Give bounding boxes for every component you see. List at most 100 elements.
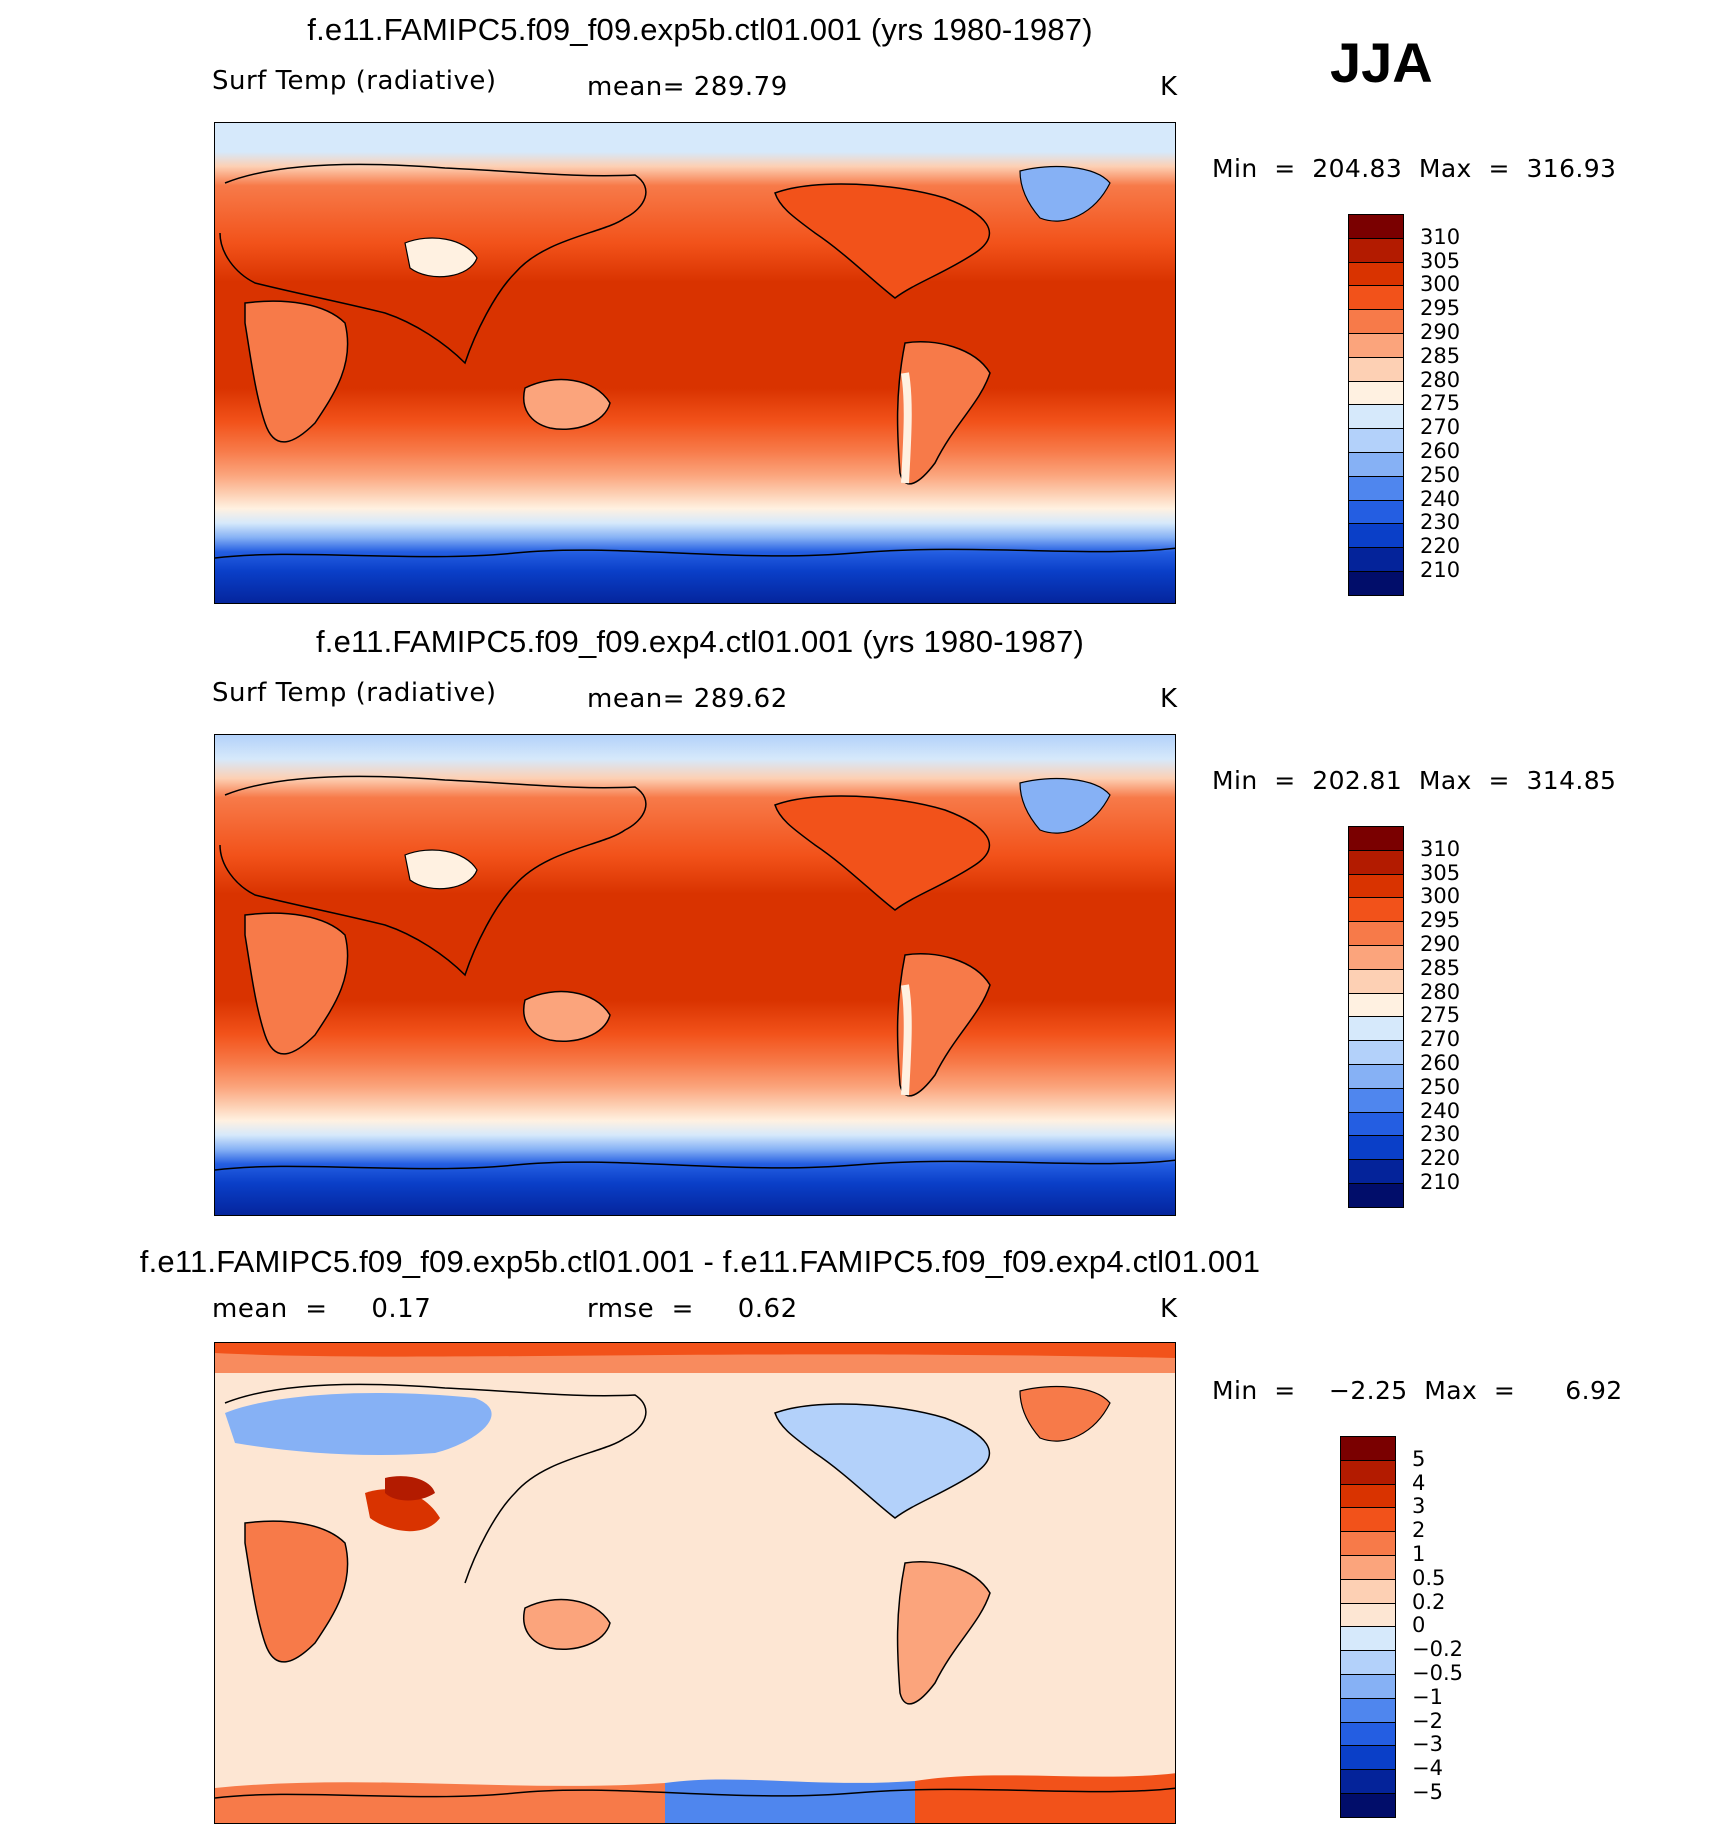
colorbar-tick-label: 260 xyxy=(1420,1051,1461,1075)
australia xyxy=(523,378,611,430)
colorbar-tick-label: 3 xyxy=(1412,1494,1426,1519)
variable-label: Surf Temp (radiative) xyxy=(212,678,497,708)
mean-label: mean= 289.79 xyxy=(587,72,788,102)
colorbar-tick-label: 270 xyxy=(1420,1027,1461,1052)
south-america xyxy=(896,1561,991,1705)
greenland xyxy=(1019,1385,1111,1442)
colorbar-swatch xyxy=(1348,873,1404,899)
units-label: K xyxy=(1160,1294,1178,1324)
southern-ocean-warm-band xyxy=(215,1782,665,1823)
australia xyxy=(523,1598,611,1650)
colorbar-tick-label: 250 xyxy=(1420,462,1461,487)
colorbar-swatch xyxy=(1340,1793,1396,1818)
colorbar-tick-label: 290 xyxy=(1420,932,1461,956)
panel-difference: f.e11.FAMIPC5.f09_f09.exp5b.ctl01.001 - … xyxy=(0,1224,1710,1836)
colorbar-swatch xyxy=(1348,214,1404,239)
min-max-label: Min = 204.83 Max = 316.93 xyxy=(1212,154,1617,183)
colorbar-tick-label: −0.2 xyxy=(1412,1637,1463,1662)
colorbar-tick-label: −0.5 xyxy=(1412,1661,1463,1685)
map-exp5b xyxy=(214,122,1176,604)
panel-title: f.e11.FAMIPC5.f09_f09.exp5b.ctl01.001 - … xyxy=(139,1244,1261,1279)
colorbar-tick-label: 210 xyxy=(1420,1170,1461,1194)
colorbar-tick-label: 280 xyxy=(1420,979,1461,1004)
greenland xyxy=(1019,165,1111,222)
colorbar-swatch xyxy=(1340,1578,1396,1604)
andes-cool-strip xyxy=(901,984,912,1096)
colorbar-swatch xyxy=(1340,1459,1396,1485)
colorbar-tick-label: 300 xyxy=(1420,884,1461,909)
panel-exp4: f.e11.FAMIPC5.f09_f09.exp4.ctl01.001 (yr… xyxy=(0,612,1710,1224)
colorbar-swatch xyxy=(1348,945,1404,970)
africa xyxy=(244,300,349,443)
colorbar-tick-label: 5 xyxy=(1412,1446,1426,1471)
antarctica-coast xyxy=(215,1787,1175,1799)
rmse-label: rmse = 0.62 xyxy=(587,1294,798,1324)
colorbar-tick-label: 290 xyxy=(1420,320,1461,344)
colorbar-swatch xyxy=(1348,1159,1404,1184)
colorbar-tick-label: 260 xyxy=(1420,439,1461,463)
colorbar-swatch xyxy=(1340,1531,1396,1556)
colorbar-tick-label: 220 xyxy=(1420,1146,1461,1171)
colorbar-tick-label: 240 xyxy=(1420,486,1461,511)
north-america xyxy=(774,1403,991,1519)
colorbar-tick-label: 295 xyxy=(1420,296,1461,321)
europe-cool-region xyxy=(225,1393,492,1455)
south-america xyxy=(896,341,991,485)
colorbar-swatch xyxy=(1340,1626,1396,1652)
colorbar-swatch xyxy=(1348,921,1404,946)
eurasia-coast xyxy=(219,163,647,365)
colorbar-swatch xyxy=(1340,1721,1396,1747)
tibet-cold-region xyxy=(404,849,478,890)
colorbar-swatch xyxy=(1348,356,1404,382)
colorbar-swatch xyxy=(1340,1602,1396,1628)
eurasia-coast xyxy=(219,775,647,977)
colorbar-tick-label: −5 xyxy=(1412,1780,1443,1804)
colorbar-tick-label: 1 xyxy=(1412,1542,1426,1566)
southern-ocean-warm-band-east xyxy=(915,1773,1175,1823)
colorbar-swatch xyxy=(1348,849,1404,875)
colorbar-swatch xyxy=(1340,1555,1396,1580)
colorbar-tick-label: −1 xyxy=(1412,1684,1443,1709)
colorbar-tick-label: −2 xyxy=(1412,1708,1443,1733)
colorbar-tick-label: 230 xyxy=(1420,510,1461,535)
difference-map xyxy=(215,1343,1175,1823)
india-warm-region xyxy=(385,1476,435,1501)
colorbar-swatch xyxy=(1348,261,1404,287)
colorbar-swatch xyxy=(1348,1183,1404,1208)
colorbar-swatch xyxy=(1348,428,1404,453)
colorbar-swatch xyxy=(1348,285,1404,311)
colorbar-swatch xyxy=(1348,826,1404,851)
colorbar-swatch xyxy=(1348,1087,1404,1113)
colorbar-tick-label: 0.2 xyxy=(1412,1589,1446,1614)
colorbar-tick-label: −4 xyxy=(1412,1756,1443,1781)
colorbar-swatch xyxy=(1348,380,1404,406)
colorbar-swatch xyxy=(1348,309,1404,334)
variable-label: Surf Temp (radiative) xyxy=(212,66,497,96)
season-label: JJA xyxy=(1330,31,1433,94)
colorbar-swatch xyxy=(1348,571,1404,596)
mean-label: mean= 289.62 xyxy=(587,684,788,714)
colorbar-swatch xyxy=(1348,968,1404,994)
arctic-warm-band xyxy=(215,1343,1175,1358)
colorbar-swatch xyxy=(1348,333,1404,358)
colorbar-tick-label: 210 xyxy=(1420,558,1461,582)
antarctica-coast xyxy=(215,1159,1175,1171)
colorbar-swatch xyxy=(1348,237,1404,263)
colorbar-tick-label: 280 xyxy=(1420,367,1461,392)
colorbar-swatch xyxy=(1348,1040,1404,1065)
colorbar-tick-label: 285 xyxy=(1420,955,1461,980)
colorbar-swatch xyxy=(1348,1016,1404,1042)
south-america xyxy=(896,953,991,1097)
north-america xyxy=(774,795,991,911)
map-difference xyxy=(214,1342,1176,1824)
colorbar-tick-label: 285 xyxy=(1420,343,1461,368)
min-max-label: Min = −2.25 Max = 6.92 xyxy=(1212,1376,1623,1405)
colorbar-swatch xyxy=(1348,404,1404,430)
colorbar-swatch xyxy=(1340,1745,1396,1771)
africa xyxy=(244,912,349,1055)
colorbar-swatch xyxy=(1348,1064,1404,1089)
colorbar-swatch xyxy=(1340,1507,1396,1533)
antarctica-coast xyxy=(215,547,1175,559)
colorbar-tick-label: 270 xyxy=(1420,415,1461,440)
colorbar-swatch xyxy=(1348,452,1404,477)
